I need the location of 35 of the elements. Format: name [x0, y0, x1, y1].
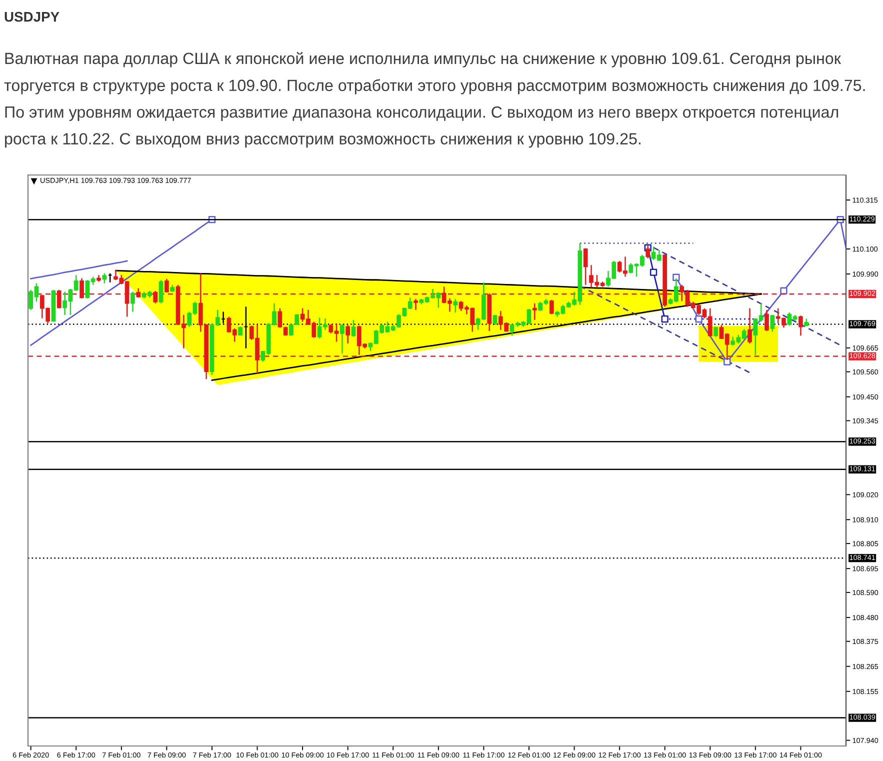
candlestick	[346, 324, 350, 344]
point	[650, 268, 658, 276]
candlestick	[136, 288, 141, 298]
candlestick	[770, 314, 775, 332]
candlestick	[102, 272, 107, 284]
candlestick	[80, 278, 84, 299]
candlestick	[56, 289, 62, 309]
chart-subtitle: Валютная пара доллар США к японской иене исполнила импульс на снижение к уровню 109.61. Сегодня рынок торгуется в структуре роста к 109.90. После отработки этого уровня рассмотрим возможность снижения до 109.75. По этим уровням ожидается развитие диапазона консолидации. С выходом из него вверх откроется потенциал роста к 110.22. С выходом вниз рассмотрим возможность снижения к уровню 109.25.	[4, 52, 865, 148]
candlestick	[646, 245, 650, 259]
candlestick	[798, 314, 803, 336]
candlestick	[158, 279, 164, 304]
candlestick	[164, 278, 169, 294]
point	[724, 358, 731, 366]
candlestick	[130, 291, 135, 312]
point	[780, 287, 788, 294]
line-series	[30, 260, 128, 280]
candlestick	[714, 326, 718, 338]
point	[695, 315, 702, 323]
candlestick	[351, 319, 356, 338]
candlestick	[340, 324, 344, 354]
candlestick	[294, 314, 300, 326]
candlestick	[278, 308, 282, 328]
line-series	[652, 246, 842, 346]
candlestick	[764, 309, 769, 332]
candlestick	[549, 299, 554, 315]
candlestick	[748, 308, 752, 344]
candlestick	[583, 248, 588, 286]
candlestick	[153, 290, 158, 304]
chart-title: USDJPY	[4, 12, 60, 22]
point	[672, 274, 680, 281]
candlestick	[532, 302, 537, 321]
candlestick	[414, 298, 418, 311]
point	[661, 315, 668, 323]
line-series	[579, 285, 750, 374]
candlestick	[453, 298, 458, 314]
